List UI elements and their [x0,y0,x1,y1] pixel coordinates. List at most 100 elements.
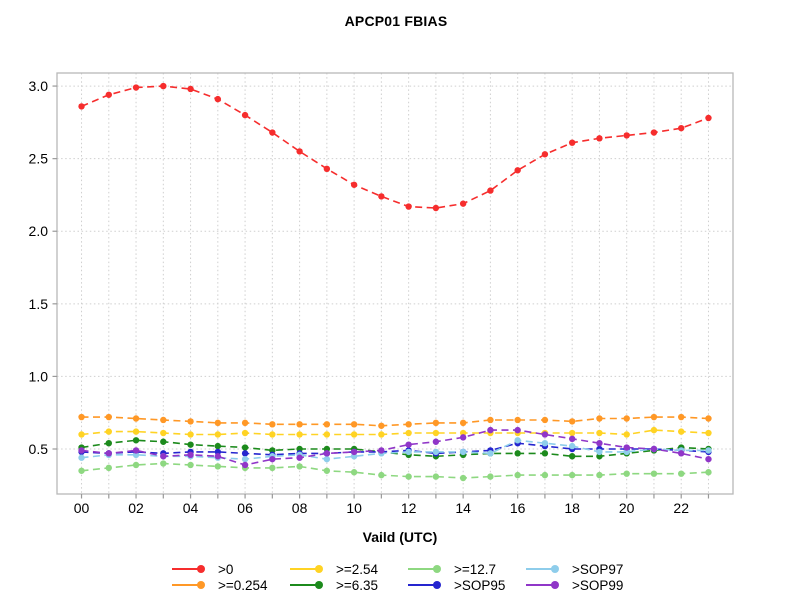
data-point [105,91,112,98]
data-point [514,471,521,479]
data-point [459,419,467,427]
data-point [487,450,494,457]
x-tick-label: 08 [292,500,308,516]
legend-marker-icon [408,581,446,589]
y-tick-label: 1.0 [29,368,49,384]
data-point [514,437,521,444]
data-point [596,135,603,142]
data-point [214,442,222,450]
data-point [459,200,467,207]
data-point [432,438,440,445]
data-point [187,418,194,425]
data-point [432,448,440,456]
data-point [405,448,412,456]
series-line [81,429,709,436]
data-point [678,450,685,457]
legend-label: >0 [218,561,234,577]
data-point [187,451,194,459]
data-point [568,418,576,425]
legend-marker-icon [526,565,564,573]
data-point [487,473,494,480]
data-point [187,441,194,448]
data-point [132,415,140,422]
data-point [160,438,167,445]
data-point [105,439,112,447]
data-point [269,129,276,136]
data-point [241,111,249,119]
legend-label: >SOP95 [454,577,506,593]
data-point [514,450,521,457]
legend-dot-icon [197,565,205,573]
y-tick-label: 0.5 [29,441,49,457]
legend-item: >=12.7 [408,561,526,577]
legend-item: >=0.254 [172,577,290,593]
legend-dot-icon [551,581,559,589]
data-point [323,455,331,463]
data-point [241,444,249,451]
data-point [78,431,85,438]
data-point [623,415,630,422]
legend: >0 >=0.254 >=2.54 >=6.35 >=12.7 >SOP95 >SOP97 >… [172,561,644,593]
legend-marker-icon [290,581,328,589]
data-point [568,471,576,479]
tick-labels: 00 02 04 06 08 10 12 14 16 18 20 22 0.5 1.0 1.5 2.0 2.5 3… [29,78,690,516]
data-point [323,421,331,428]
legend-label: >=12.7 [454,561,497,577]
legend-dot-icon [315,581,323,589]
legend-line-icon [408,584,440,586]
data-point [405,203,412,210]
data-point [678,428,685,435]
x-tick-label: 16 [510,500,526,516]
data-point [214,419,222,427]
legend-marker-icon [526,581,564,589]
data-point [568,139,576,146]
data-point [596,429,603,437]
data-point [214,463,222,470]
series-line [81,85,709,209]
data-point [269,455,276,463]
data-point [269,464,276,472]
data-point [705,114,712,122]
legend-line-icon [526,568,558,570]
data-point [378,193,385,200]
data-point [132,84,140,91]
data-point [568,435,576,443]
legend-label: >=6.35 [336,577,379,593]
x-tick-label: 18 [564,500,580,516]
data-point [678,470,685,477]
x-tick-label: 10 [346,500,362,516]
series->SOP97 [78,437,712,463]
data-point [78,454,85,461]
legend-line-icon [290,568,322,570]
data-point [160,82,167,90]
plot-frame [56,72,734,495]
data-point [541,450,549,457]
data-point [378,431,385,438]
series->=12.7 [78,460,712,482]
data-point [160,453,167,460]
x-axis-title: Vaild (UTC) [362,529,438,545]
data-point [541,439,549,447]
data-point [650,445,658,453]
data-point [487,187,494,194]
data-point [678,413,685,421]
data-point [78,447,85,454]
data-point [459,474,467,482]
data-point [432,204,440,212]
data-point [78,413,85,421]
x-tick-label: 22 [673,500,689,516]
legend-item: >0 [172,561,290,577]
data-point [187,461,194,469]
data-point [78,467,85,474]
series->=2.54 [78,426,712,438]
x-tick-label: 04 [183,500,199,516]
data-point [541,431,549,438]
legend-dot-icon [551,565,559,573]
data-point [596,448,603,456]
data-point [160,429,167,437]
legend-item: >SOP99 [526,577,644,593]
data-point [487,416,494,424]
data-point [296,421,303,428]
data-point [160,460,167,467]
y-tick-label: 2.0 [29,223,49,239]
